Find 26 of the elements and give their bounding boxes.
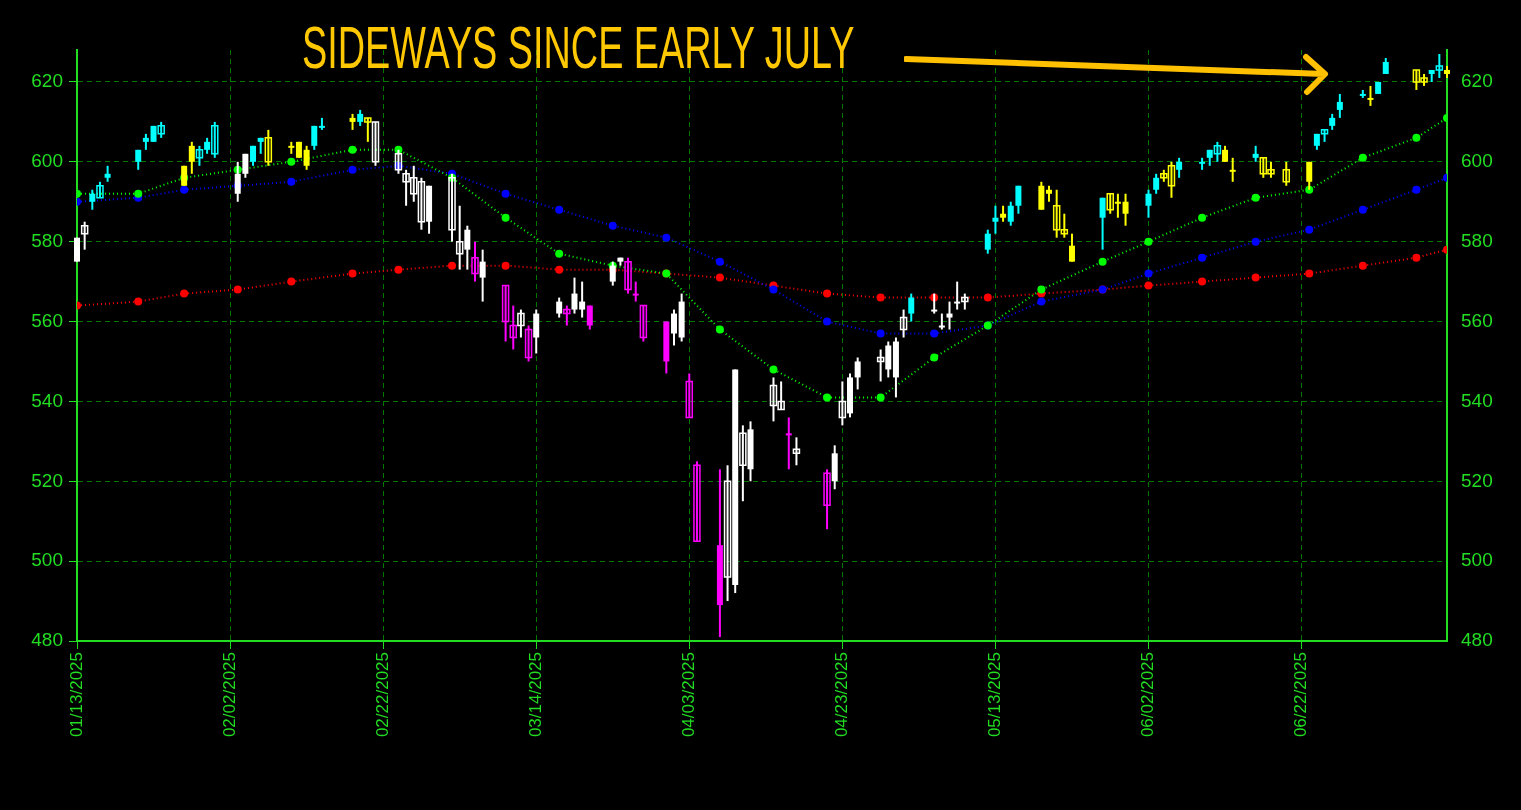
y-tick-label: 480: [31, 629, 63, 651]
y2-tick-label: 520: [1461, 469, 1493, 491]
x-tick-label: 04/03/2025: [678, 652, 698, 738]
x-tick-label: 02/22/2025: [372, 652, 392, 738]
annotation: SIDEWAYS SINCE EARLY JULY: [302, 14, 855, 81]
y-tick-label: 560: [31, 309, 63, 331]
x-tick-label: 03/14/2025: [525, 652, 545, 738]
x-tick-label: 06/22/2025: [1291, 652, 1311, 738]
y-tick-label: 600: [31, 150, 63, 172]
y2-tick-label: 560: [1461, 309, 1493, 331]
x-tick-label: 01/13/2025: [66, 652, 86, 738]
y-tick-label: 540: [31, 389, 63, 411]
y-tick-label: 580: [31, 229, 63, 251]
y2-tick-label: 540: [1461, 389, 1493, 411]
x-tick-label: 04/23/2025: [832, 652, 852, 738]
x-tick-label: 05/13/2025: [985, 652, 1005, 738]
y-tick-label: 620: [31, 70, 63, 92]
y2-tick-label: 600: [1461, 150, 1493, 172]
y2-tick-label: 620: [1461, 70, 1493, 92]
y-tick-label: 500: [31, 549, 63, 571]
y2-tick-label: 500: [1461, 549, 1493, 571]
y2-tick-label: 480: [1461, 629, 1493, 651]
x-tick-label: 02/02/2025: [219, 652, 239, 738]
y2-tick-label: 580: [1461, 229, 1493, 251]
y-tick-label: 520: [31, 469, 63, 491]
x-tick-label: 06/02/2025: [1138, 652, 1158, 738]
